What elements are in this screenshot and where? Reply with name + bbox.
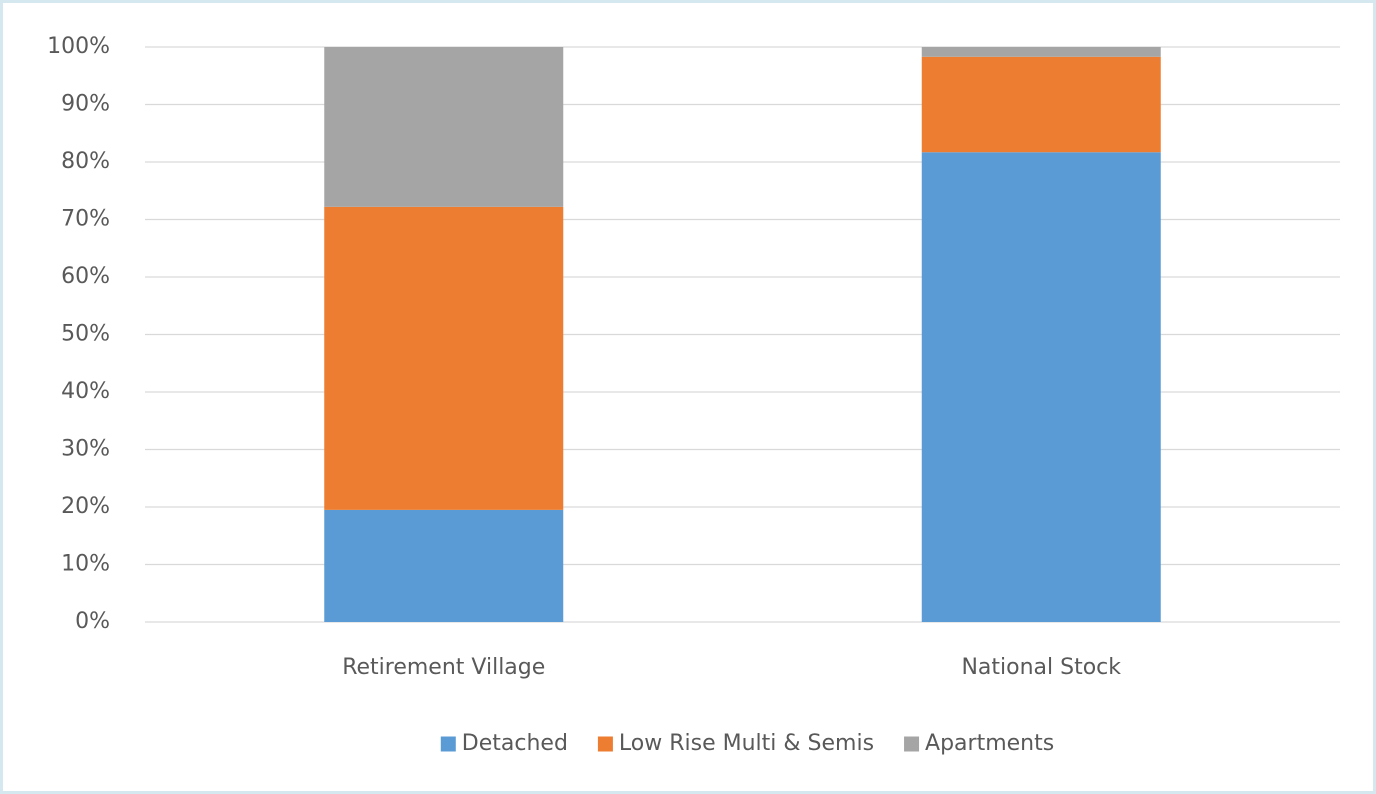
legend-swatch xyxy=(597,736,613,752)
y-tick-label: 100% xyxy=(47,34,110,59)
y-tick-label: 60% xyxy=(61,264,110,289)
y-tick-label: 0% xyxy=(75,609,110,634)
x-tick-label: Retirement Village xyxy=(342,655,545,680)
y-tick-label: 20% xyxy=(61,494,110,519)
y-tick-label: 90% xyxy=(61,92,110,117)
y-tick-label: 10% xyxy=(61,552,110,577)
legend-label: Detached xyxy=(462,731,568,756)
bar-segment xyxy=(324,509,564,622)
bar-segment xyxy=(324,47,564,207)
legend-label: Low Rise Multi & Semis xyxy=(619,731,874,756)
legend-swatch xyxy=(904,736,920,752)
legend-label: Apartments xyxy=(925,731,1054,756)
y-tick-label: 30% xyxy=(61,437,110,462)
y-tick-label: 40% xyxy=(61,379,110,404)
bar-segment xyxy=(921,152,1161,622)
bar-segment xyxy=(324,206,564,510)
y-tick-label: 80% xyxy=(61,149,110,174)
bar-segment xyxy=(921,56,1161,153)
legend-swatch xyxy=(440,736,456,752)
x-tick-label: National Stock xyxy=(961,655,1121,680)
bar-segment xyxy=(921,47,1161,57)
y-tick-label: 50% xyxy=(61,322,110,347)
y-tick-label: 70% xyxy=(61,207,110,232)
